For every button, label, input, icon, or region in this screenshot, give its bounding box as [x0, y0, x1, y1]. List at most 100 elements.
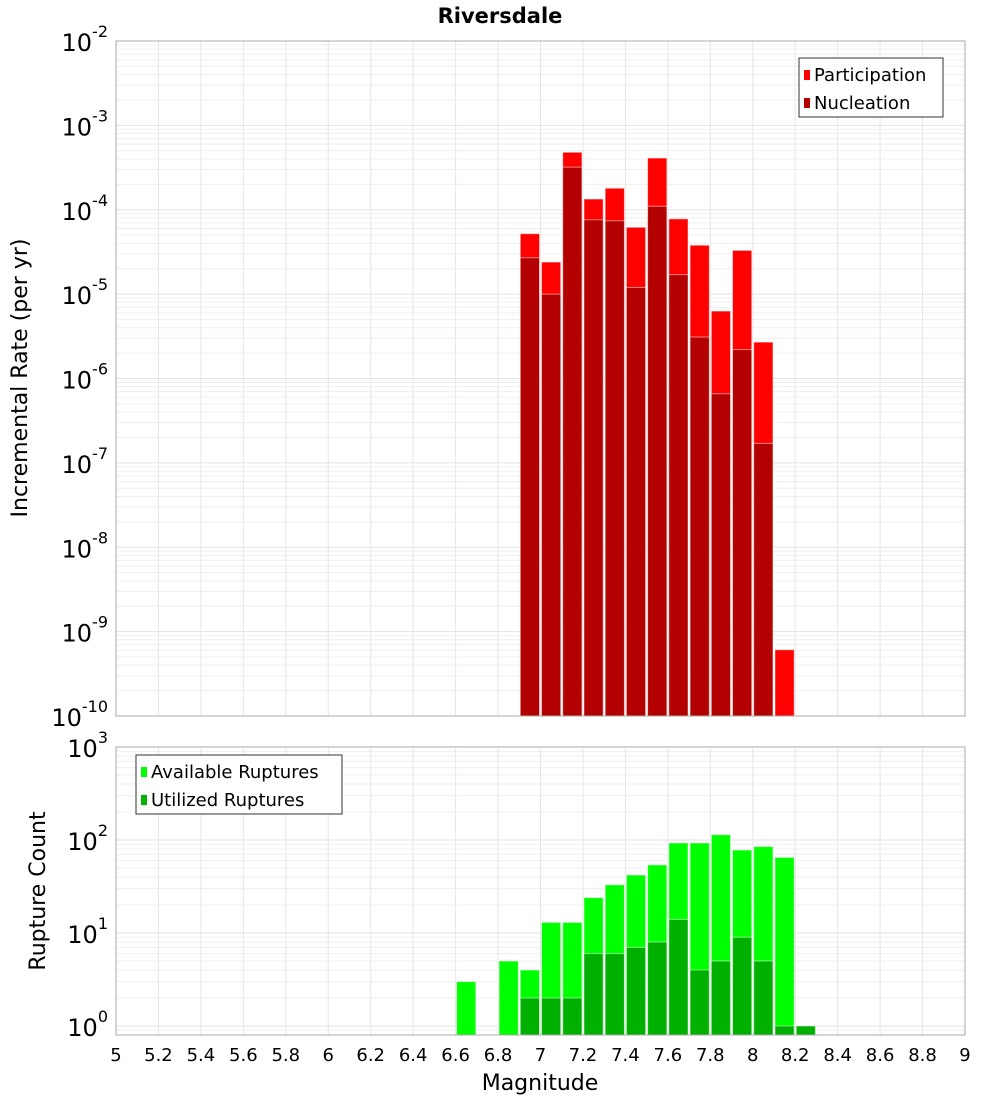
bar-utilized-ruptures — [668, 918, 689, 1036]
x-tick-label: 6.2 — [356, 1045, 385, 1066]
bar-utilized-ruptures — [689, 969, 710, 1036]
plot-border — [115, 746, 966, 1036]
chart-title: Riversdale — [438, 4, 563, 28]
bar-available-ruptures — [498, 960, 519, 1036]
y-tick-exponent: -10 — [82, 697, 108, 716]
bar-available-ruptures — [456, 981, 477, 1036]
legend-label: Participation — [814, 65, 926, 86]
y-tick-exponent: 3 — [98, 728, 108, 747]
legend-swatch — [804, 70, 810, 80]
x-axis-label: Magnitude — [482, 1071, 599, 1096]
bar-participation — [774, 649, 795, 717]
y-tick-exponent: -8 — [92, 528, 108, 547]
legend-label: Nucleation — [814, 93, 910, 114]
x-tick-label: 7.4 — [611, 1045, 640, 1066]
y-tick-exponent: 2 — [98, 821, 108, 840]
bar-nucleation — [562, 166, 583, 717]
bar-nucleation — [753, 442, 774, 717]
x-tick-label: 7.2 — [569, 1045, 598, 1066]
x-tick-label: 6 — [323, 1045, 334, 1066]
top-y-axis-label: Incremental Rate (per yr) — [8, 239, 33, 518]
y-tick-label: 10-4 — [62, 191, 109, 226]
legend-box — [798, 57, 944, 118]
bar-nucleation — [732, 349, 753, 717]
x-tick-label: 5.4 — [187, 1045, 216, 1066]
y-tick-label: 10-5 — [62, 275, 109, 310]
plot-border — [115, 40, 966, 717]
x-tick-label: 8 — [747, 1045, 758, 1066]
y-tick-base: 10 — [62, 282, 93, 310]
bar-utilized-ruptures — [795, 1025, 816, 1036]
x-tick-label: 6.4 — [399, 1045, 428, 1066]
y-tick-exponent: 0 — [98, 1007, 108, 1026]
y-tick-base: 10 — [62, 535, 93, 563]
y-tick-exponent: -9 — [92, 613, 108, 632]
y-tick-base: 10 — [62, 367, 93, 395]
y-tick-exponent: -5 — [92, 275, 108, 294]
bar-nucleation — [604, 220, 625, 717]
x-tick-labels: 5 5.2 5.4 5.6 5.8 6 6.2 6.4 6.6 6.8 7 7.2 7.4 7.6 7.8 8… — [110, 1045, 970, 1066]
legend-box — [135, 754, 343, 815]
bar-nucleation — [625, 286, 647, 717]
y-tick-base: 10 — [67, 735, 98, 763]
x-tick-label: 5.8 — [271, 1045, 300, 1066]
bar-utilized-ruptures — [710, 960, 732, 1036]
y-tick-base: 10 — [51, 704, 82, 732]
x-tick-label: 5.2 — [144, 1045, 173, 1066]
bar-available-ruptures — [774, 856, 795, 1036]
bar-nucleation — [541, 293, 562, 717]
y-tick-label: 10-3 — [62, 106, 109, 141]
y-tick-label: 10-6 — [62, 360, 109, 395]
bar-utilized-ruptures — [541, 997, 562, 1036]
y-tick-base: 10 — [67, 1014, 98, 1042]
y-tick-exponent: 1 — [98, 914, 108, 933]
x-tick-label: 8.4 — [823, 1045, 852, 1066]
legend-swatch — [141, 795, 147, 805]
bar-utilized-ruptures — [583, 953, 604, 1036]
y-tick-base: 10 — [62, 113, 93, 141]
y-tick-label: 103 — [67, 728, 108, 763]
y-tick-base: 10 — [67, 921, 98, 949]
x-tick-label: 7.6 — [654, 1045, 683, 1066]
x-tick-label: 6.6 — [441, 1045, 470, 1066]
bar-nucleation — [668, 274, 689, 717]
y-tick-label: 10-8 — [62, 528, 109, 563]
bar-utilized-ruptures — [519, 997, 541, 1036]
legend-swatch — [804, 98, 810, 108]
bar-nucleation — [647, 205, 668, 717]
x-tick-label: 8.8 — [908, 1045, 937, 1066]
x-tick-label: 6.8 — [484, 1045, 513, 1066]
y-tick-exponent: -7 — [92, 444, 108, 463]
bar-nucleation — [583, 219, 604, 717]
legend-label: Available Ruptures — [151, 762, 319, 783]
bar-utilized-ruptures — [774, 1025, 795, 1036]
top-plot: 10-1010-910-810-710-610-510-410-310-2Par… — [51, 22, 966, 732]
y-tick-exponent: -6 — [92, 360, 108, 379]
x-tick-label: 5.6 — [229, 1045, 258, 1066]
y-tick-label: 10-10 — [51, 697, 108, 732]
y-tick-base: 10 — [62, 451, 93, 479]
y-tick-exponent: -2 — [92, 22, 108, 41]
y-tick-label: 102 — [67, 821, 108, 856]
bar-utilized-ruptures — [625, 946, 647, 1036]
x-tick-label: 5 — [110, 1045, 121, 1066]
legend-label: Utilized Ruptures — [151, 790, 304, 811]
y-tick-base: 10 — [67, 828, 98, 856]
bar-utilized-ruptures — [753, 960, 774, 1036]
bottom-y-axis-label: Rupture Count — [26, 811, 51, 971]
y-tick-exponent: -3 — [92, 106, 108, 125]
bar-utilized-ruptures — [604, 953, 625, 1036]
y-tick-label: 100 — [67, 1007, 108, 1042]
x-tick-label: 7 — [535, 1045, 546, 1066]
y-tick-label: 10-7 — [62, 444, 109, 479]
y-tick-label: 10-9 — [62, 613, 109, 648]
y-tick-label: 101 — [67, 914, 108, 949]
y-tick-base: 10 — [62, 29, 93, 57]
x-tick-label: 9 — [959, 1045, 970, 1066]
bar-utilized-ruptures — [732, 936, 753, 1036]
bar-nucleation — [710, 393, 732, 717]
y-tick-base: 10 — [62, 198, 93, 226]
bar-utilized-ruptures — [647, 941, 668, 1036]
